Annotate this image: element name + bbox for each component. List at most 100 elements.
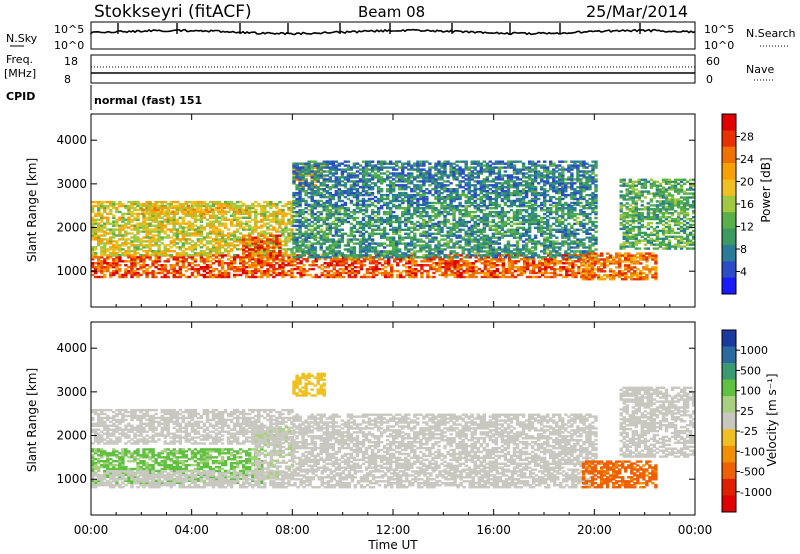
echo-cell: [479, 228, 483, 231]
echo-cell: [103, 238, 107, 241]
echo-cell: [468, 266, 472, 269]
echo-cell: [100, 253, 104, 257]
echo-cell: [97, 262, 101, 265]
echo-cell: [533, 252, 538, 255]
echo-cell: [148, 258, 152, 261]
echo-cell: [260, 218, 264, 221]
echo-cell: [307, 248, 311, 251]
echo-cell: [382, 236, 387, 239]
echo-cell: [211, 275, 216, 279]
echo-cell: [311, 264, 315, 267]
echo-cell: [537, 242, 541, 245]
echo-cell: [220, 224, 225, 227]
echo-cell: [239, 256, 243, 259]
echo-cell: [335, 264, 339, 267]
echo-cell: [127, 210, 131, 214]
echo-cell: [214, 238, 219, 241]
echo-cell: [91, 246, 95, 249]
echo-cell: [319, 199, 323, 203]
echo-cell: [518, 216, 523, 220]
echo-cell: [407, 250, 411, 253]
echo-cell: [184, 238, 188, 241]
echo-cell: [166, 234, 170, 237]
echo-cell: [248, 208, 252, 212]
echo-cell: [340, 236, 345, 239]
echo-cell: [226, 234, 231, 237]
echo-cell: [172, 220, 176, 223]
echo-cell: [308, 254, 312, 257]
echo-cell: [316, 166, 320, 169]
echo-cell: [338, 275, 342, 279]
echo-cell: [290, 200, 294, 204]
echo-cell: [456, 260, 460, 263]
echo-cell: [109, 275, 113, 279]
echo-cell: [220, 206, 225, 210]
echo-cell: [187, 234, 191, 237]
echo-cell: [343, 212, 348, 216]
echo-cell: [106, 258, 110, 261]
echo-cell: [341, 275, 346, 279]
echo-cell: [455, 242, 459, 245]
echo-cell: [199, 232, 204, 235]
echo-cell: [512, 232, 517, 235]
echo-cell: [382, 234, 387, 237]
echo-cell: [477, 258, 481, 261]
echo-cell: [307, 205, 311, 208]
echo-cell: [396, 262, 400, 265]
echo-cell: [109, 212, 113, 216]
echo-cell: [380, 258, 385, 261]
echo-cell: [136, 236, 140, 239]
echo-cell: [242, 202, 246, 206]
echo-cell: [236, 244, 240, 247]
echo-cell: [452, 232, 456, 235]
echo-cell: [423, 264, 427, 267]
echo-cell: [355, 180, 360, 183]
echo-cell: [284, 271, 288, 275]
echo-cell: [489, 269, 493, 273]
echo-cell: [510, 273, 515, 277]
echo-cell: [304, 201, 308, 205]
echo-cell: [139, 202, 143, 206]
echo-cell: [316, 205, 320, 208]
echo-cell: [115, 222, 119, 225]
echo-cell: [154, 202, 158, 206]
echo-cell: [245, 273, 249, 277]
echo-cell: [284, 236, 288, 239]
echo-cell: [407, 220, 411, 224]
echo-cell: [506, 242, 511, 245]
echo-cell: [331, 186, 335, 189]
echo-cell: [163, 246, 167, 249]
echo-cell: [136, 230, 140, 233]
echo-cell: [407, 232, 411, 235]
echo-cell: [395, 228, 399, 231]
echo-cell: [298, 228, 302, 231]
echo-cell: [100, 234, 104, 237]
echo-cell: [166, 248, 170, 251]
echo-cell: [169, 220, 173, 223]
echo-cell: [453, 262, 457, 265]
echo-cell: [497, 232, 502, 235]
echo-cell: [352, 172, 357, 175]
echo-cell: [404, 256, 408, 259]
echo-cell: [325, 209, 329, 212]
echo-cell: [319, 168, 323, 171]
echo-cell: [392, 254, 396, 257]
echo-cell: [343, 203, 348, 207]
echo-cell: [205, 204, 210, 208]
echo-cell: [573, 234, 577, 237]
echo-cell: [307, 224, 311, 228]
echo-cell: [145, 226, 149, 229]
echo-cell: [190, 271, 195, 275]
echo-cell: [211, 267, 216, 271]
echo-cell: [367, 244, 372, 247]
echo-cell: [364, 220, 369, 224]
echo-cell: [178, 238, 182, 241]
echo-cell: [169, 256, 173, 259]
echo-cell: [401, 256, 405, 259]
echo-cell: [562, 262, 566, 265]
echo-cell: [353, 260, 358, 263]
echo-cell: [416, 214, 420, 218]
echo-cell: [497, 226, 502, 230]
echo-cell: [512, 222, 517, 226]
echo-cell: [331, 212, 335, 216]
